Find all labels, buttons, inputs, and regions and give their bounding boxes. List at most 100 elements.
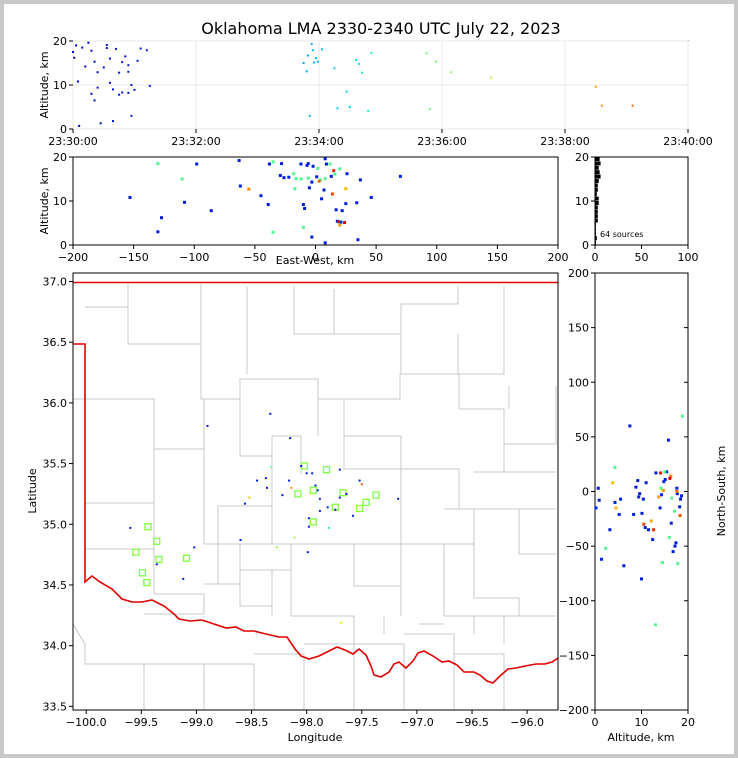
ew-x-tick-label: 0 <box>312 251 319 264</box>
ns-height-source <box>614 506 618 510</box>
lma-station-marker <box>339 489 347 497</box>
ew-height-source <box>183 200 187 204</box>
ns-x-tick-label: 0 <box>592 716 599 729</box>
ns-height-xlabel: Altitude, km <box>607 731 674 744</box>
ns-height-frame <box>594 272 689 711</box>
time-height-source <box>105 43 108 46</box>
ns-height-source <box>636 479 640 483</box>
ns-y-tick-label: 150 <box>568 322 589 335</box>
ns-y-tick-label: 200 <box>568 267 589 280</box>
time-height-source <box>111 120 114 123</box>
lma-station-marker <box>143 578 151 587</box>
ns-height-source <box>628 424 632 428</box>
ew-height-source <box>266 203 270 207</box>
plan-source <box>316 489 319 492</box>
plan-x-tick-label: −97.0 <box>400 716 434 729</box>
time-height-source <box>425 52 428 55</box>
plan-x-tick-label: −97.5 <box>345 716 379 729</box>
ns-height-source <box>679 494 683 498</box>
lma-station-marker <box>182 554 191 562</box>
ew-height-source <box>306 162 310 166</box>
time-y-tick-label: 20 <box>53 35 67 48</box>
plan-source <box>266 486 268 489</box>
plan-y-tick-label: 33.5 <box>43 700 68 713</box>
ew-height-source <box>282 176 286 180</box>
time-height-source <box>310 43 313 46</box>
ns-height-source <box>673 544 677 548</box>
state-border <box>73 281 558 684</box>
time-height-source <box>118 93 121 96</box>
time-height-source <box>434 60 437 63</box>
time-height-source <box>96 71 99 74</box>
plan-source <box>326 506 329 509</box>
time-height-source <box>308 114 311 117</box>
ew-height-source <box>317 179 321 183</box>
ew-height-xlabel: East-West, km <box>276 254 354 267</box>
ns-height-source <box>622 564 626 568</box>
hist-y-tick-label: 10 <box>575 195 589 208</box>
ns-height-source <box>659 471 663 475</box>
ns-height-source <box>671 550 675 554</box>
ns-height-source <box>675 486 679 490</box>
plan-source <box>334 508 337 511</box>
time-height-source <box>145 49 148 52</box>
time-x-tick-label: 23:34:00 <box>294 135 343 148</box>
ew-height-source <box>358 178 362 182</box>
plan-x-tick-label: −98.0 <box>290 716 324 729</box>
ns-height-source <box>661 488 665 492</box>
ew-height-source <box>287 175 291 179</box>
plan-source <box>307 525 310 528</box>
ew-height-source <box>343 221 347 225</box>
figure-title: Oklahoma LMA 2330-2340 UTC July 22, 2023 <box>201 19 560 38</box>
ns-height-source <box>659 486 663 490</box>
ns-height-source <box>667 535 671 539</box>
ew-height-source <box>339 220 343 224</box>
ns-height-source <box>658 506 662 510</box>
time-height-source <box>450 71 453 74</box>
ew-height-source <box>209 209 213 213</box>
lma-station-marker <box>362 498 370 507</box>
time-height-source <box>136 59 139 62</box>
plan-y-tick-label: 35.0 <box>43 518 68 531</box>
ns-height-source <box>604 546 608 550</box>
ew-x-tick-label: 100 <box>426 251 447 264</box>
plan-source <box>360 483 363 486</box>
plan-x-tick-label: −96.0 <box>510 716 544 729</box>
hist-x-tick-label: 50 <box>635 251 649 264</box>
plan-source <box>155 563 158 566</box>
ns-height-panel: Altitude, km North-South, km 0 10 20 200 150… <box>559 267 728 744</box>
plan-y-tick-label: 37.0 <box>43 275 68 288</box>
ns-height-source <box>665 470 669 474</box>
histogram-bar <box>595 170 600 175</box>
ew-height-source <box>305 163 309 167</box>
plan-y-tick-label: 36.5 <box>43 336 68 349</box>
ns-height-source <box>666 438 670 442</box>
time-height-source <box>118 71 121 74</box>
ew-height-source <box>293 187 297 191</box>
plan-x-tick-label: −96.5 <box>455 716 489 729</box>
plan-source <box>288 479 291 482</box>
ns-height-source <box>619 497 623 501</box>
ew-x-tick-label: 50 <box>369 251 383 264</box>
ns-height-source <box>634 485 638 489</box>
time-height-source <box>361 71 364 74</box>
ns-height-source <box>663 470 667 474</box>
ew-height-source <box>340 209 344 213</box>
ew-height-source <box>329 174 333 178</box>
ns-height-source <box>679 497 683 501</box>
time-x-tick-label: 23:30:00 <box>48 135 97 148</box>
histogram-bar <box>595 223 596 227</box>
ns-height-source <box>676 562 680 566</box>
time-height-source <box>90 92 93 95</box>
plan-source <box>193 546 196 549</box>
ns-height-source <box>632 512 636 516</box>
ns-height-source <box>680 414 684 418</box>
time-height-source <box>108 57 111 60</box>
histogram-bar <box>595 218 598 223</box>
time-height-source <box>76 80 79 83</box>
time-height-source <box>321 48 324 51</box>
ns-height-source <box>611 481 615 485</box>
time-height-source <box>93 60 96 63</box>
plan-y-tick-label: 34.5 <box>43 579 68 592</box>
ew-height-source <box>267 162 271 166</box>
